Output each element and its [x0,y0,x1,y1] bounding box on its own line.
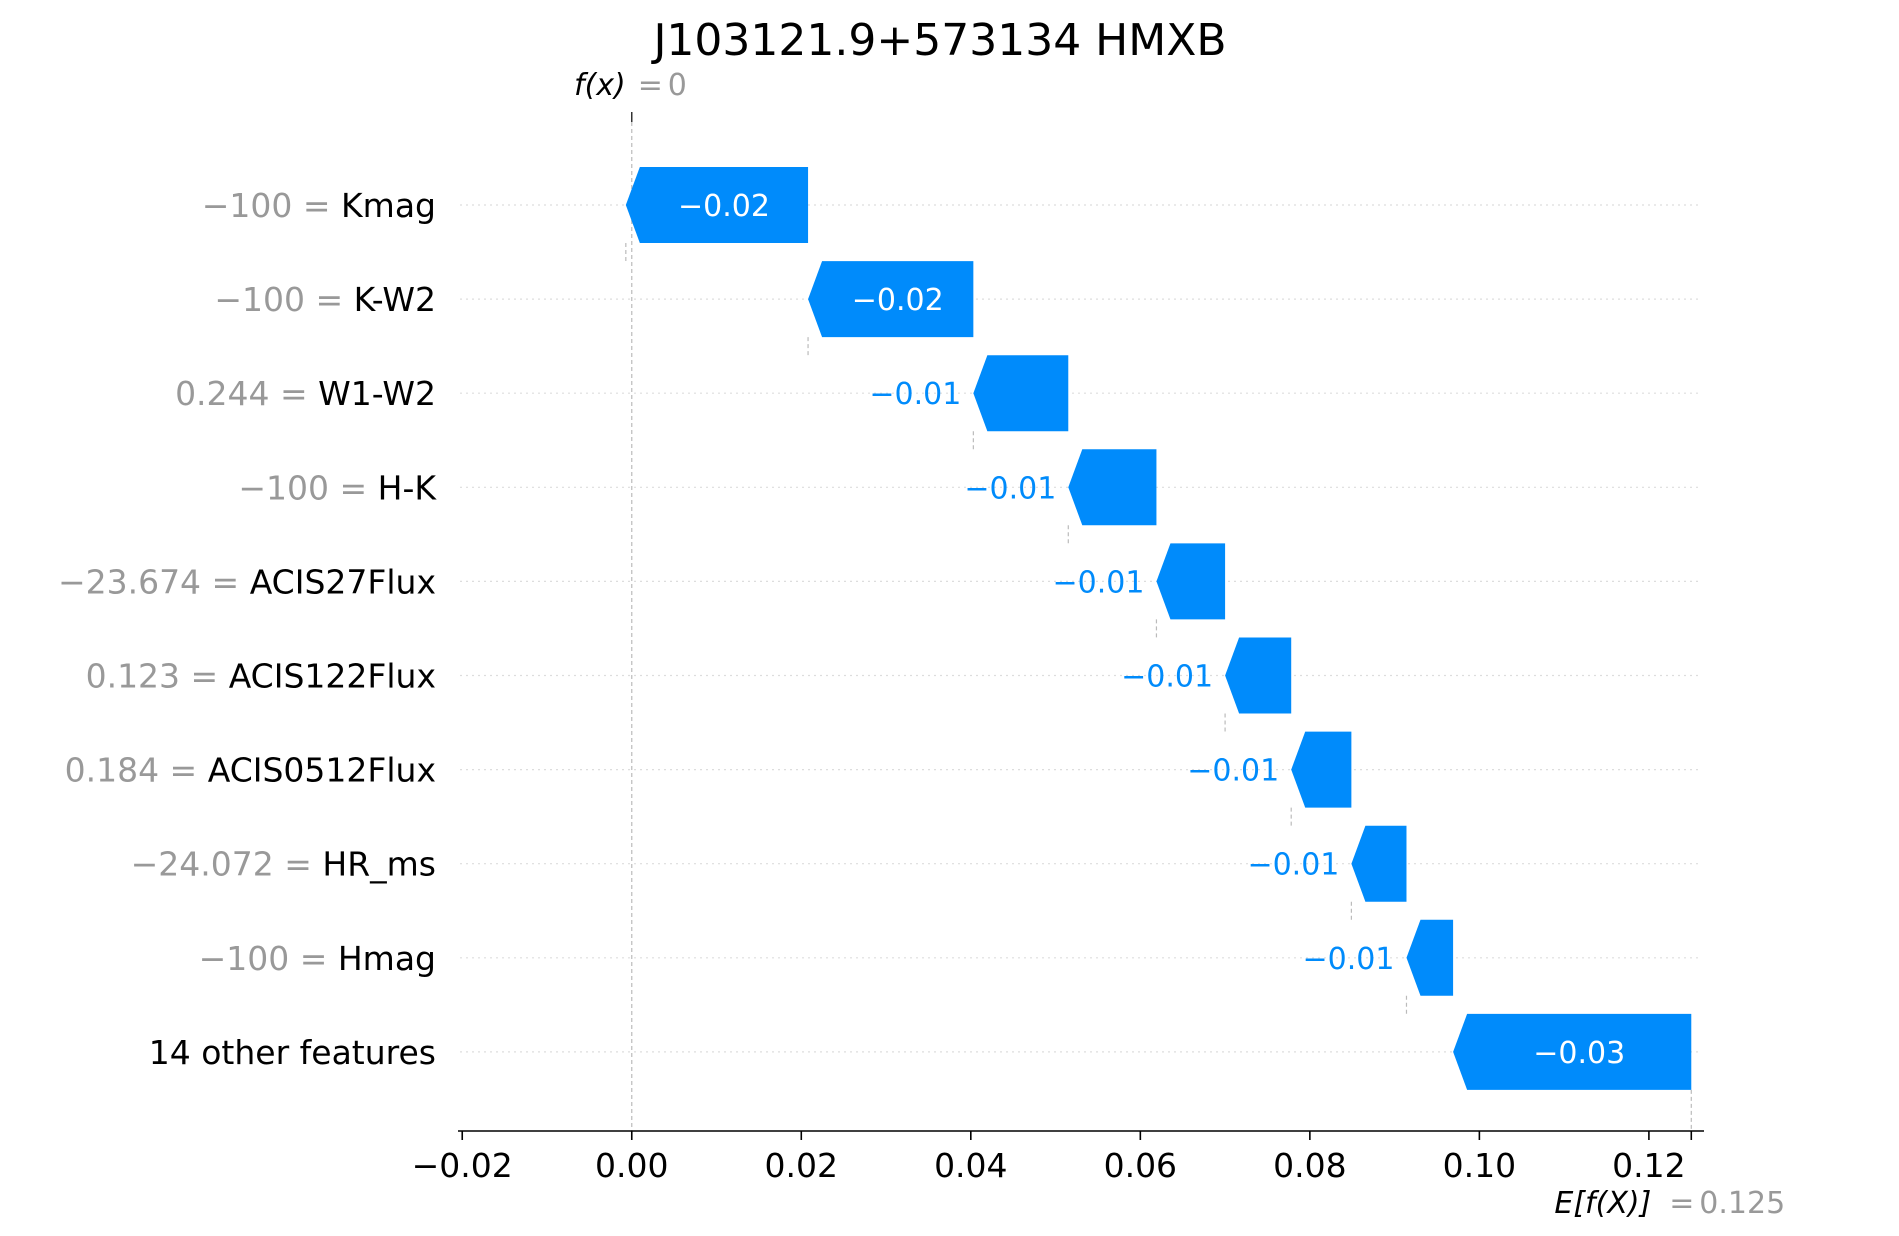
feature-label: −23.674 = ACIS27Flux [58,562,436,601]
feature-label: −100 = Kmag [202,186,436,225]
contribution-bar [1351,825,1407,902]
feature-name: HR_ms [322,845,436,884]
fx-equals: = [638,68,663,103]
feature-name: W1-W2 [318,374,436,413]
feature-name: ACIS122Flux [229,657,436,696]
feature-label: 0.123 = ACIS122Flux [86,657,436,696]
contribution-bar [1068,449,1157,526]
bar-value-label: −0.03 [1533,1036,1625,1071]
bar-value-label: −0.02 [852,283,944,318]
feature-name: K-W2 [354,280,436,319]
x-tick-label: 0.02 [765,1146,838,1185]
x-tick-label: 0.04 [934,1146,1007,1185]
bar-value-label: −0.01 [964,471,1056,506]
feature-value: −23.674 = [58,562,250,601]
fx-label: f(x) [574,68,626,103]
x-tick-label: 0.00 [595,1146,668,1185]
feature-labels: −100 = Kmag−100 = K-W20.244 = W1-W2−100 … [58,186,437,1072]
bar-value-label: −0.01 [1303,942,1395,977]
feature-label: 0.184 = ACIS0512Flux [65,751,436,790]
contribution-bar [1453,1013,1692,1090]
feature-value: 0.123 = [86,657,229,696]
feature-label: 14 other features [149,1033,436,1072]
feature-name: Hmag [338,939,436,978]
fx-value: 0 [668,68,687,103]
efx-value: 0.125 [1699,1186,1785,1221]
x-tick-label: −0.02 [412,1146,513,1185]
feature-name: H-K [378,468,438,507]
bar-value-label: −0.01 [1121,660,1213,695]
feature-name: Kmag [341,186,436,225]
bar-value-label: −0.01 [1247,848,1339,883]
feature-label: −100 = K-W2 [214,280,436,319]
feature-value: −100 = [199,939,338,978]
bar-value-label: −0.02 [678,189,770,224]
feature-value: −24.072 = [131,845,323,884]
contribution-bar [1225,637,1292,714]
feature-value: −100 = [238,468,377,507]
efx-annotation: E[f(X)] = 0.125 [1554,1186,1785,1221]
feature-name: ACIS27Flux [250,562,436,601]
contribution-bar [1291,731,1352,808]
contribution-bar [625,167,809,243]
feature-label: −24.072 = HR_ms [131,845,436,884]
bar-value-label: −0.01 [1187,754,1279,789]
x-axis: −0.02 0.00 0.02 0.04 0.06 0.08 0.10 0.12 [412,1130,1704,1185]
feature-value: 0.184 = [65,751,208,790]
contribution-bar [1406,919,1454,996]
feature-value: 0.244 = [175,374,318,413]
fx-annotation: f(x) = 0 [574,68,687,103]
contribution-bar [973,355,1069,432]
feature-label: −100 = H-K [238,468,437,507]
grid-layer [460,112,1700,1131]
x-tick-label: 0.08 [1273,1146,1346,1185]
x-tick-label: 0.10 [1443,1146,1516,1185]
bars-layer: −0.02 −0.02 −0.01 −0.01 −0.01 −0.01 −0.01 −0.01… [625,167,1692,1090]
feature-name: 14 other features [149,1033,436,1072]
bar-value-label: −0.01 [1053,565,1145,600]
bar-value-label: −0.01 [869,377,961,412]
x-tick-label: 0.06 [1104,1146,1177,1185]
feature-value: −100 = [214,280,353,319]
feature-label: 0.244 = W1-W2 [175,374,436,413]
x-tick-label: 0.12 [1612,1146,1685,1185]
contribution-bar [1156,543,1226,620]
feature-value: −100 = [202,186,341,225]
contribution-bar [808,261,974,338]
chart-title: J103121.9+573134 HMXB [650,15,1226,66]
feature-label: −100 = Hmag [199,939,436,978]
efx-label: E[f(X)] [1554,1186,1651,1221]
feature-name: ACIS0512Flux [208,751,436,790]
efx-equals: = [1669,1186,1694,1221]
